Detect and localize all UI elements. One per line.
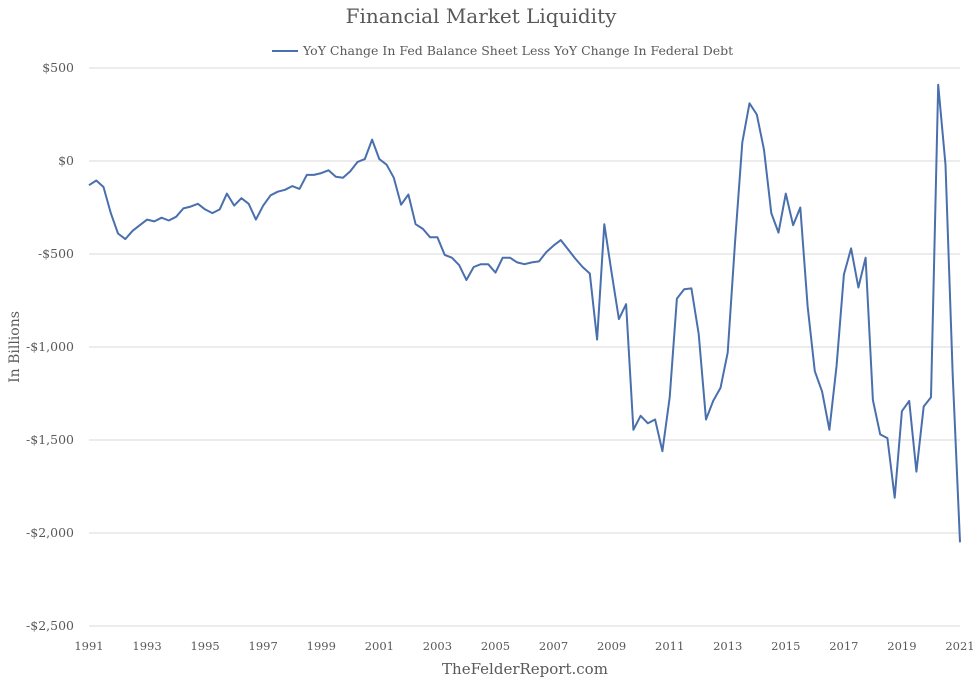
y-tick-label: -$2,000	[26, 525, 74, 540]
x-tick-label: 1995	[190, 639, 219, 653]
x-tick-label: 2001	[365, 639, 394, 653]
footer-source: TheFelderReport.com	[442, 660, 608, 678]
y-tick-label: -$500	[38, 246, 74, 261]
y-tick-label: -$1,000	[26, 339, 74, 354]
series-line	[88, 83, 961, 543]
y-axis-label: In Billions	[7, 311, 23, 383]
x-tick-label: 1999	[307, 639, 336, 653]
gridlines	[89, 67, 960, 627]
y-tick-label: -$1,500	[26, 432, 74, 447]
x-tick-label: 2009	[597, 639, 626, 653]
x-tick-label: 2015	[771, 639, 800, 653]
y-tick-label: $500	[42, 60, 74, 75]
y-axis-ticks: $500 $0 -$500 -$1,000 -$1,500 -$2,000 -$2,500	[26, 60, 74, 633]
x-tick-label: 2007	[539, 639, 568, 653]
legend: YoY Change In Fed Balance Sheet Less YoY…	[272, 43, 733, 58]
x-axis-ticks: 1991 1993 1995 1997 1999 2001 2003 2005 2007 2009…	[74, 639, 974, 653]
x-tick-label: 2005	[481, 639, 510, 653]
chart-title: Financial Market Liquidity	[346, 4, 618, 28]
x-tick-label: 2003	[423, 639, 452, 653]
x-tick-label: 2013	[713, 639, 742, 653]
x-tick-label: 2011	[655, 639, 684, 653]
x-tick-label: 2017	[829, 639, 858, 653]
y-tick-label: -$2,500	[26, 618, 74, 633]
x-tick-label: 2019	[887, 639, 916, 653]
y-tick-label: $0	[58, 153, 74, 168]
x-tick-label: 2021	[945, 639, 974, 653]
legend-label: YoY Change In Fed Balance Sheet Less YoY…	[302, 43, 733, 58]
x-tick-label: 1991	[74, 639, 103, 653]
x-tick-label: 1997	[249, 639, 278, 653]
x-tick-label: 1993	[132, 639, 161, 653]
